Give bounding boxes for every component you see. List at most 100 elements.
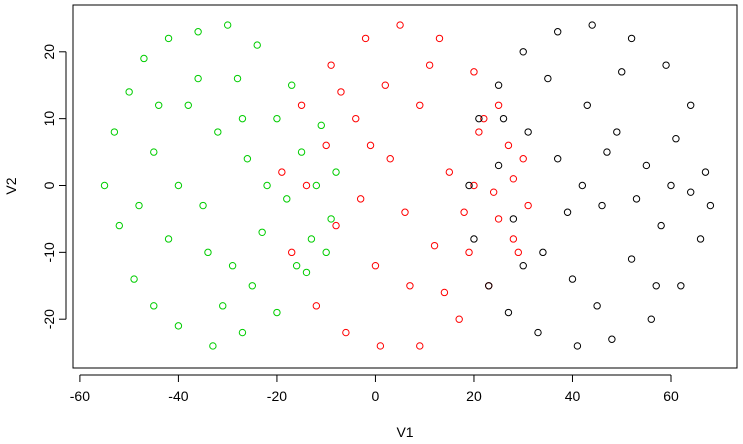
point bbox=[573, 342, 582, 350]
point bbox=[534, 328, 542, 337]
point bbox=[273, 308, 281, 317]
point bbox=[494, 215, 503, 223]
point bbox=[667, 181, 675, 190]
point bbox=[657, 221, 665, 230]
point bbox=[386, 155, 394, 163]
point bbox=[475, 114, 483, 123]
point bbox=[686, 188, 695, 196]
point bbox=[509, 175, 518, 183]
point bbox=[332, 221, 340, 230]
point bbox=[219, 302, 227, 310]
point bbox=[366, 141, 375, 150]
point bbox=[485, 282, 493, 290]
point bbox=[100, 181, 109, 190]
point bbox=[356, 195, 365, 203]
point bbox=[164, 235, 173, 243]
point bbox=[632, 195, 641, 203]
point bbox=[494, 101, 503, 109]
point bbox=[519, 262, 527, 270]
point bbox=[258, 228, 266, 236]
point bbox=[361, 34, 370, 43]
point bbox=[509, 215, 518, 223]
point bbox=[598, 201, 606, 210]
point bbox=[608, 335, 616, 343]
x-axis-label: V1 bbox=[396, 424, 413, 440]
point bbox=[504, 308, 513, 317]
point bbox=[524, 201, 532, 210]
x-tick-label: 60 bbox=[663, 388, 679, 404]
y-tick-label: 20 bbox=[41, 44, 57, 60]
point bbox=[470, 235, 478, 243]
point bbox=[297, 148, 306, 156]
point bbox=[603, 148, 611, 156]
point bbox=[381, 81, 389, 89]
point bbox=[440, 288, 449, 297]
point bbox=[480, 114, 488, 123]
point bbox=[214, 128, 222, 136]
point bbox=[125, 88, 133, 96]
point bbox=[302, 268, 311, 277]
point bbox=[327, 61, 335, 69]
point bbox=[312, 302, 321, 310]
point bbox=[416, 342, 424, 350]
point bbox=[519, 48, 527, 56]
point bbox=[307, 235, 316, 243]
point bbox=[322, 141, 330, 150]
point bbox=[652, 282, 660, 290]
point bbox=[115, 221, 124, 230]
point bbox=[499, 114, 508, 123]
point bbox=[322, 248, 330, 257]
point bbox=[352, 114, 360, 123]
point bbox=[288, 81, 296, 89]
y-axis-label: V2 bbox=[3, 177, 19, 194]
x-tick-label: 20 bbox=[466, 388, 482, 404]
point bbox=[470, 181, 478, 190]
point bbox=[155, 101, 163, 109]
point bbox=[406, 282, 414, 290]
point bbox=[174, 322, 183, 330]
point bbox=[475, 128, 483, 136]
point bbox=[489, 188, 498, 196]
point bbox=[332, 168, 340, 176]
point bbox=[706, 201, 715, 210]
point bbox=[460, 208, 468, 216]
point bbox=[578, 181, 587, 190]
x-tick-label: -20 bbox=[267, 388, 287, 404]
point bbox=[317, 121, 325, 130]
point bbox=[184, 101, 192, 109]
point bbox=[238, 114, 247, 123]
point bbox=[455, 315, 463, 323]
point bbox=[150, 302, 158, 310]
point bbox=[273, 114, 281, 123]
point bbox=[696, 235, 705, 243]
point bbox=[519, 155, 527, 163]
point bbox=[164, 34, 173, 43]
point bbox=[618, 68, 626, 76]
point bbox=[430, 241, 439, 250]
point bbox=[199, 201, 207, 210]
point bbox=[544, 74, 552, 83]
point bbox=[238, 328, 247, 337]
point bbox=[524, 128, 532, 136]
point bbox=[140, 54, 148, 63]
point bbox=[253, 41, 261, 49]
point bbox=[302, 181, 311, 190]
x-tick-label: 0 bbox=[372, 388, 380, 404]
point bbox=[465, 248, 473, 257]
point bbox=[135, 201, 143, 210]
point bbox=[509, 235, 518, 243]
point bbox=[494, 81, 503, 89]
point bbox=[627, 34, 636, 43]
point bbox=[583, 101, 591, 109]
point bbox=[150, 148, 158, 156]
point bbox=[223, 21, 232, 29]
point bbox=[130, 275, 138, 283]
point bbox=[627, 255, 636, 263]
y-tick-label: -10 bbox=[41, 242, 57, 262]
point bbox=[110, 128, 119, 136]
point bbox=[233, 74, 242, 83]
point bbox=[204, 248, 212, 257]
point bbox=[396, 21, 404, 29]
plot-frame bbox=[72, 4, 738, 369]
